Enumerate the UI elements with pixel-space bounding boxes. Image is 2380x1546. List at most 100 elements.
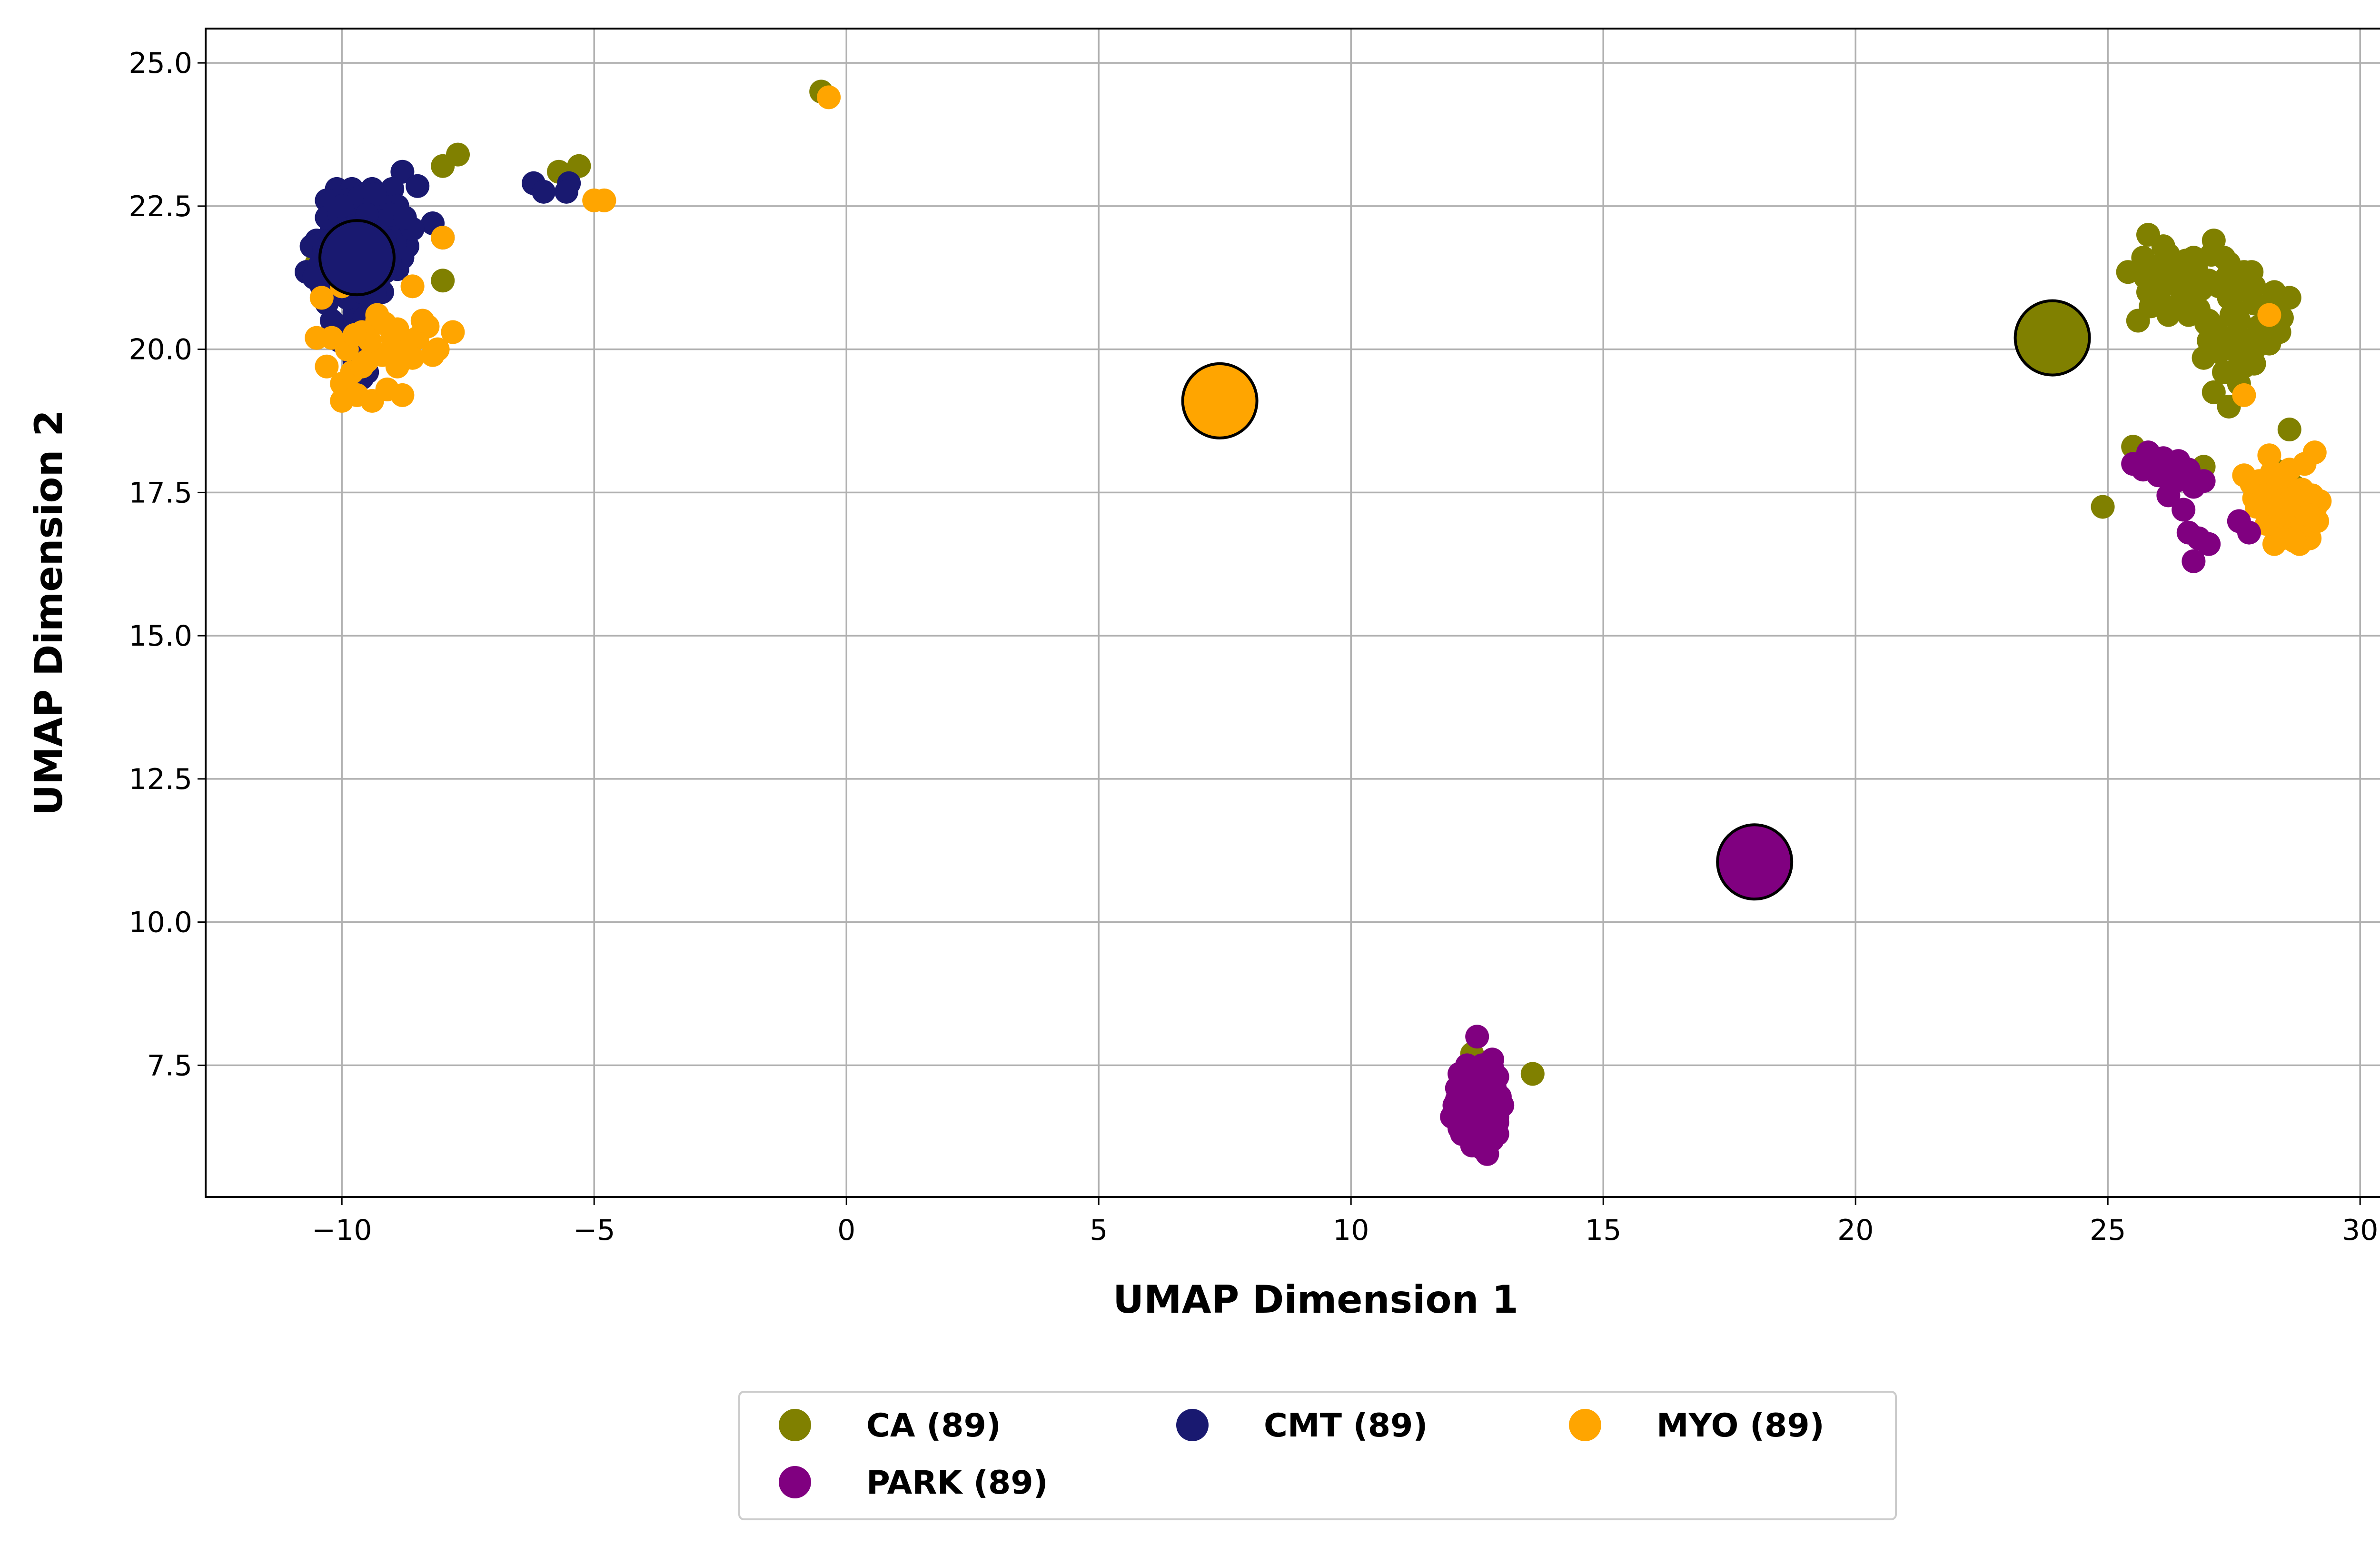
legend: CA (89) CMT (89) MYO (89) PARK (89) (738, 1391, 1897, 1520)
myo-centroid-marker (1181, 362, 1259, 439)
park-point (1450, 1096, 1474, 1120)
ca-point (2162, 297, 2185, 321)
legend-frame (738, 1391, 1897, 1520)
y-tick-label: 15.0 (129, 619, 192, 653)
x-tick-label: 30 (2342, 1214, 2378, 1247)
ca-point (2133, 266, 2158, 290)
ca-centroid-marker (2013, 299, 2091, 377)
myo-point (592, 188, 616, 212)
y-tick-label: 20.0 (129, 333, 192, 367)
myo-point (431, 226, 455, 250)
myo-point (2260, 492, 2284, 516)
park-point (1473, 1079, 1497, 1103)
cmt-point (302, 266, 326, 290)
myo-point (309, 286, 334, 310)
ca-point (446, 142, 470, 167)
park-point (1480, 1056, 1504, 1080)
axis-ticks: −10 −5 0 5 10 15 20 25 30 7.5 10.0 12.5 15.0 17.5 20.0… (129, 47, 2378, 1247)
myo-legend-marker (1569, 1409, 1601, 1441)
myo-point (410, 309, 435, 333)
x-axis-title: UMAP Dimension 1 (1113, 1277, 1518, 1322)
ca-point (431, 269, 455, 293)
ca-point (2202, 380, 2226, 404)
ca-point (2234, 329, 2259, 353)
y-tick-label: 17.5 (129, 476, 192, 509)
myo-point (2232, 383, 2256, 407)
grid-lines (206, 29, 2380, 1197)
centroid-markers (318, 219, 2091, 901)
y-tick-label: 12.5 (129, 763, 192, 796)
ca-point (2139, 294, 2163, 319)
cmt-point (406, 174, 430, 198)
cmt-point (363, 182, 387, 207)
myo-point (342, 323, 367, 347)
y-axis-title: UMAP Dimension 2 (27, 410, 71, 816)
plot-frame (205, 28, 2380, 1198)
ca-point (2194, 311, 2218, 336)
y-tick-label: 25.0 (129, 47, 192, 80)
x-tick-label: 15 (1585, 1214, 1621, 1247)
ca-point (2224, 357, 2249, 381)
ca-legend-marker (779, 1409, 811, 1441)
x-tick-label: −10 (312, 1214, 372, 1247)
ca-point (2219, 303, 2243, 327)
park-point (2182, 549, 2206, 573)
park-point (1483, 1116, 1507, 1140)
x-tick-label: −5 (573, 1214, 615, 1247)
park-legend-marker (779, 1466, 811, 1498)
x-tick-label: 25 (2090, 1214, 2126, 1247)
park-point (2141, 452, 2165, 476)
myo-point (350, 354, 374, 379)
cmt-point (320, 309, 344, 333)
myo-point (2280, 486, 2304, 510)
park-point (2172, 498, 2196, 522)
ca-point (2199, 243, 2223, 267)
x-tick-label: 5 (1090, 1214, 1108, 1247)
ca-point (567, 154, 591, 178)
cmt-legend-marker (1176, 1409, 1209, 1441)
park-point (2197, 532, 2221, 556)
cmt-legend-label: CMT (89) (1264, 1407, 1428, 1445)
myo-point (2257, 303, 2281, 327)
myo-point (380, 337, 405, 361)
myo-point (817, 85, 841, 110)
myo-point (441, 320, 465, 344)
park-point (2166, 449, 2191, 473)
myo-point (400, 274, 425, 299)
park-centroid-marker (1716, 823, 1794, 901)
ca-legend-label: CA (89) (866, 1407, 1001, 1445)
park-legend-label: PARK (89) (866, 1464, 1048, 1502)
y-tick-label: 10.0 (129, 906, 192, 939)
cmt-point (554, 180, 578, 204)
myo-point (385, 317, 409, 341)
ca-point (2277, 418, 2301, 442)
myo-point (2270, 526, 2294, 550)
x-tick-label: 0 (837, 1214, 855, 1247)
ca-point (2240, 260, 2264, 284)
ca-point (2207, 340, 2231, 364)
myo-point (400, 346, 425, 370)
cmt-point (390, 160, 415, 184)
x-tick-label: 10 (1333, 1214, 1369, 1247)
myo-point (390, 383, 415, 407)
x-tick-label: 20 (1837, 1214, 1874, 1247)
myo-point (315, 354, 339, 379)
myo-point (421, 343, 445, 367)
scatter-points (295, 80, 2332, 1166)
ca-point (2174, 249, 2198, 273)
cmt-point (532, 180, 556, 204)
myo-point (330, 389, 354, 413)
park-point (1465, 1025, 1489, 1049)
myo-point (2298, 503, 2322, 528)
cmt-point (330, 194, 354, 218)
cmt-centroid-marker (318, 219, 396, 297)
cmt-point (393, 205, 417, 229)
myo-point (2262, 466, 2286, 490)
ca-point (2214, 266, 2239, 290)
park-point (2164, 469, 2188, 493)
park-point (1458, 1119, 1482, 1143)
ca-point (2091, 495, 2115, 519)
park-point (2237, 520, 2261, 545)
ca-point (1520, 1062, 1545, 1086)
